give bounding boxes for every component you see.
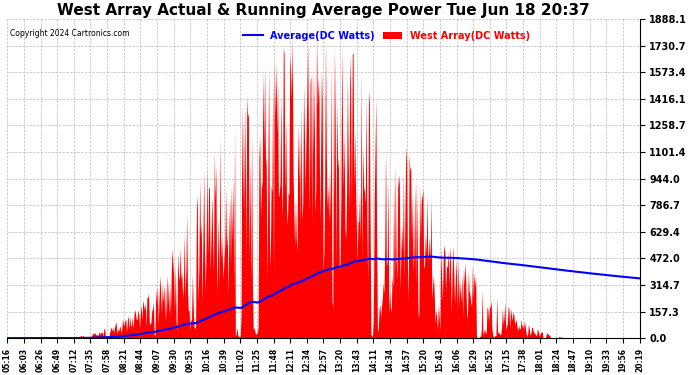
Title: West Array Actual & Running Average Power Tue Jun 18 20:37: West Array Actual & Running Average Powe… bbox=[57, 3, 590, 18]
Legend: Average(DC Watts), West Array(DC Watts): Average(DC Watts), West Array(DC Watts) bbox=[239, 27, 534, 45]
Text: Copyright 2024 Cartronics.com: Copyright 2024 Cartronics.com bbox=[10, 28, 130, 38]
